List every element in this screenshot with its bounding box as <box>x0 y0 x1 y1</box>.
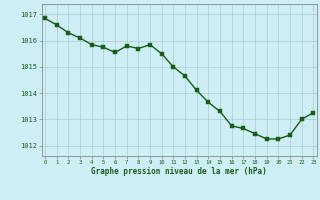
X-axis label: Graphe pression niveau de la mer (hPa): Graphe pression niveau de la mer (hPa) <box>91 167 267 176</box>
